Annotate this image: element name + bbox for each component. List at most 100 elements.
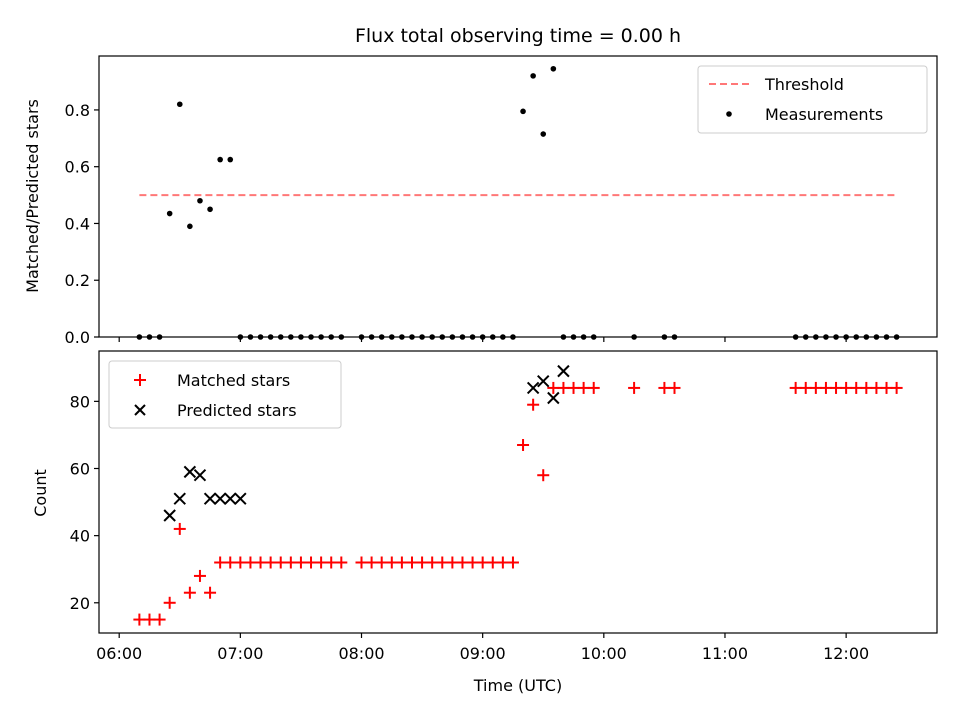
matched-star-point — [517, 439, 530, 451]
matched-star-point — [506, 556, 519, 569]
legend-matched-swatch — [134, 374, 146, 386]
legend-predicted-swatch — [134, 404, 146, 416]
matched-star-point — [405, 556, 418, 569]
top-legend: Threshold Measurements — [697, 65, 928, 134]
legend-matched-label: Matched stars — [177, 371, 290, 390]
predicted-star-point — [526, 381, 540, 395]
measurement-point — [207, 206, 213, 213]
matched-star-point — [486, 556, 499, 569]
matched-star-point — [668, 381, 681, 394]
matched-star-point — [830, 381, 843, 394]
bottom-x-ticks: 06:00 07:00 08:00 09:00 10:00 11:00 12:00 — [96, 633, 869, 663]
matched-star-point — [496, 556, 509, 569]
matched-star-point — [527, 398, 540, 411]
matched-star-point — [446, 556, 459, 569]
matched-star-point — [577, 381, 590, 394]
measurement-point — [187, 223, 193, 230]
matched-star-point — [547, 381, 560, 394]
x-tick-label: 10:00 — [581, 644, 627, 663]
matched-star-point — [587, 381, 600, 394]
matched-star-point — [466, 556, 479, 569]
bottom-legend-box — [108, 360, 342, 429]
matched-star-point — [294, 556, 307, 569]
matched-star-point — [153, 613, 166, 626]
y-tick-label: 0.6 — [65, 158, 90, 177]
matched-star-point — [204, 586, 217, 599]
matched-star-point — [395, 556, 408, 569]
matched-star-point — [355, 556, 368, 569]
matched-star-point — [375, 556, 388, 569]
matched-star-point — [315, 556, 328, 569]
y-tick-label: 0.2 — [65, 271, 90, 290]
x-tick-label: 12:00 — [823, 644, 869, 663]
y-tick-label: 0.4 — [65, 214, 90, 233]
y-tick-label: 80 — [70, 392, 90, 411]
matched-star-point — [860, 381, 873, 394]
predicted-star-point — [213, 492, 227, 505]
predicted-star-point — [234, 492, 247, 505]
x-tick-label: 06:00 — [96, 644, 142, 663]
matched-star-point — [628, 381, 641, 394]
matched-star-point — [133, 613, 146, 626]
measurement-point — [550, 65, 557, 72]
bottom-panel: Count Time (UTC) 20 40 60 80 06:00 07:00 08:0… — [31, 350, 938, 695]
matched-star-point — [274, 556, 287, 569]
measurement-point — [217, 156, 223, 163]
matched-star-point — [335, 556, 348, 569]
predicted-star-point — [557, 364, 570, 378]
predicted-star-point — [547, 391, 560, 405]
matched-star-point — [537, 469, 550, 482]
matched-star-point — [456, 556, 469, 569]
x-tick-label: 07:00 — [217, 644, 263, 663]
matched-star-point — [799, 381, 812, 394]
legend-measurements-swatch — [726, 111, 732, 117]
top-panel: Matched/Predicted stars 0.00.20.40.60.8 … — [23, 55, 938, 347]
bottom-y-ticks: 20 40 60 80 — [70, 392, 99, 613]
bottom-ylabel: Count — [31, 469, 50, 517]
predicted-star-point — [203, 492, 217, 505]
top-ylabel: Matched/Predicted stars — [23, 99, 42, 293]
predicted-star-point — [173, 492, 186, 505]
measurement-point — [530, 73, 536, 79]
legend-threshold-label: Threshold — [764, 75, 844, 94]
y-tick-label: 20 — [70, 594, 90, 613]
measurement-point — [176, 101, 183, 108]
matched-star-point — [214, 556, 227, 569]
matched-star-point — [840, 381, 853, 394]
matched-star-point — [284, 556, 297, 569]
chart-title: Flux total observing time = 0.00 h — [355, 25, 681, 47]
predicted-star-point — [537, 375, 550, 388]
bottom-plot-area — [133, 364, 903, 626]
matched-star-point — [193, 569, 206, 582]
matched-star-point — [365, 556, 378, 569]
x-tick-label: 11:00 — [702, 644, 748, 663]
legend-measurements-label: Measurements — [765, 105, 883, 124]
predicted-star-point — [193, 469, 207, 482]
y-tick-label: 60 — [70, 460, 90, 479]
matched-star-point — [819, 381, 832, 394]
top-y-ticks: 0.0 0.2 0.4 0.6 0.8 — [65, 101, 99, 347]
matched-star-point — [880, 381, 893, 394]
matched-star-point — [325, 556, 338, 569]
y-tick-label: 0.0 — [65, 328, 90, 347]
matched-star-point — [426, 556, 439, 569]
matched-star-point — [890, 381, 903, 394]
legend-predicted-label: Predicted stars — [177, 401, 297, 420]
matched-star-point — [244, 556, 257, 569]
predicted-star-point — [183, 465, 197, 479]
measurement-point — [540, 131, 547, 137]
matched-star-point — [234, 556, 247, 569]
matched-star-point — [850, 381, 863, 394]
matched-star-point — [557, 381, 570, 394]
measurement-point — [227, 156, 234, 163]
predicted-star-point — [224, 492, 237, 505]
bottom-legend: Matched stars Predicted stars — [108, 360, 342, 429]
bottom-axes-frame — [98, 350, 938, 634]
measurement-point — [166, 210, 173, 217]
top-legend-box — [697, 65, 928, 134]
matched-star-point — [416, 556, 429, 569]
matched-star-point — [264, 556, 277, 569]
matched-star-point — [789, 381, 802, 394]
matched-star-point — [305, 556, 318, 569]
matched-star-point — [436, 556, 449, 569]
